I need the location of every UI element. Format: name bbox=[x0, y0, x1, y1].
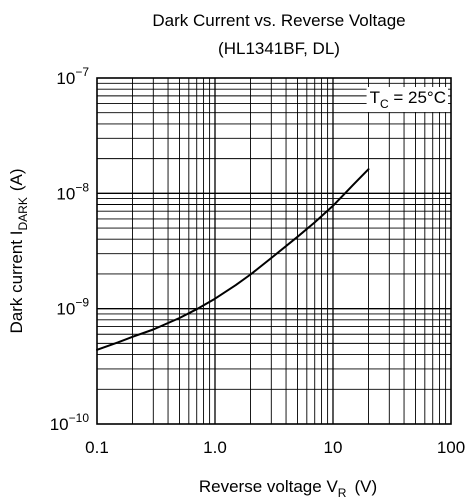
series-layer bbox=[96, 168, 370, 351]
x-tick-label: 100 bbox=[437, 438, 465, 457]
grid bbox=[97, 78, 451, 424]
tick-labels: 0.1 1.0 10 100 10−10 10−9 10−8 10−7 bbox=[50, 65, 465, 457]
chart-title-line2: (HL1341BF, DL) bbox=[218, 39, 340, 58]
y-tick-label: 10−10 bbox=[50, 411, 90, 434]
x-tick-label: 0.1 bbox=[85, 438, 109, 457]
y-tick-label: 10−9 bbox=[56, 296, 89, 319]
annotation-background bbox=[366, 87, 448, 112]
y-tick-label: 10−7 bbox=[56, 65, 89, 88]
chart-title-line1: Dark Current vs. Reverse Voltage bbox=[152, 11, 405, 30]
x-tick-label: 1.0 bbox=[203, 438, 227, 457]
plot-frame bbox=[96, 77, 452, 425]
temperature-annotation: TC = 25°C bbox=[370, 88, 446, 111]
dark-current-curve bbox=[96, 168, 370, 351]
x-axis-label: Reverse voltage VR (V) bbox=[199, 477, 377, 500]
x-tick-label: 10 bbox=[324, 438, 343, 457]
y-axis-label: Dark current IDARK(A) bbox=[7, 169, 30, 334]
y-tick-label: 10−8 bbox=[56, 180, 89, 203]
